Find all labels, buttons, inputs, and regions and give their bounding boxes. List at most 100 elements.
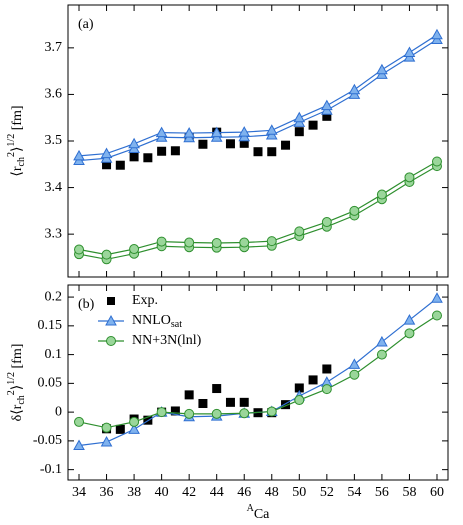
y-tick-label: 0.1 xyxy=(45,347,63,362)
marker xyxy=(376,335,388,347)
legend-marker xyxy=(107,297,115,305)
panel-label: (a) xyxy=(78,17,94,32)
marker xyxy=(225,139,235,149)
legend-marker xyxy=(106,336,116,346)
y-label-part: [fm] xyxy=(10,105,25,133)
marker xyxy=(239,397,249,407)
marker xyxy=(129,152,139,162)
marker xyxy=(308,375,318,385)
y-axis-label: δ⟨rch2⟩1/2 [fm] xyxy=(6,344,27,422)
legend-label-part: NN+3N(lnl) xyxy=(132,333,202,348)
x-tick-label: 60 xyxy=(430,485,444,500)
y-label-part: 1/2 xyxy=(6,134,17,147)
marker xyxy=(157,146,167,156)
x-label-part: A xyxy=(247,503,255,514)
y-tick-label: -0.05 xyxy=(33,433,62,448)
marker xyxy=(376,63,388,75)
x-tick-label: 44 xyxy=(210,485,224,500)
y-tick-label: 0.15 xyxy=(38,318,63,333)
marker xyxy=(431,292,443,303)
marker xyxy=(403,46,416,58)
y-tick-label: 3.6 xyxy=(45,87,63,102)
marker xyxy=(143,153,153,163)
y-label-part: [fm] xyxy=(10,344,25,372)
marker xyxy=(101,249,112,260)
marker xyxy=(128,137,140,149)
marker xyxy=(266,406,277,417)
marker xyxy=(100,436,113,447)
y-label-part: 2 xyxy=(6,152,17,157)
marker xyxy=(322,364,332,374)
marker xyxy=(253,147,263,157)
marker xyxy=(376,349,387,360)
marker xyxy=(349,369,360,380)
marker xyxy=(198,139,208,149)
legend-label: NNLOsat xyxy=(132,313,182,330)
marker xyxy=(294,395,305,406)
marker xyxy=(376,189,387,200)
y-label-part: 2 xyxy=(6,390,17,395)
marker xyxy=(184,390,194,400)
marker xyxy=(129,416,140,427)
marker xyxy=(184,408,195,419)
y-label-part: 1/2 xyxy=(6,372,17,385)
marker xyxy=(239,408,250,419)
marker xyxy=(321,217,332,228)
x-tick-label: 50 xyxy=(292,485,306,500)
y-tick-label: 0.05 xyxy=(38,376,63,391)
x-tick-label: 54 xyxy=(347,485,361,500)
marker xyxy=(431,156,442,167)
marker xyxy=(211,238,222,248)
marker xyxy=(101,422,112,433)
y-tick-label: 3.7 xyxy=(45,40,63,55)
y-axis-label: ⟨rch2⟩1/2 [fm] xyxy=(6,105,27,176)
marker xyxy=(73,149,85,161)
marker xyxy=(155,126,168,138)
plot-frame xyxy=(67,4,449,278)
x-tick-label: 46 xyxy=(237,485,251,500)
marker xyxy=(349,205,360,216)
y-tick-label: 3.5 xyxy=(45,133,63,148)
marker xyxy=(403,314,416,325)
plot-frame xyxy=(67,284,449,481)
x-tick-label: 48 xyxy=(265,485,279,500)
marker xyxy=(184,237,195,248)
y-label-part: ⟩ xyxy=(10,147,25,152)
marker xyxy=(431,28,443,40)
marker xyxy=(210,126,223,138)
marker xyxy=(265,124,278,135)
marker xyxy=(293,111,306,123)
legend-marker xyxy=(105,314,117,326)
x-tick-label: 40 xyxy=(155,485,169,500)
marker xyxy=(225,397,235,407)
series-line xyxy=(78,160,438,256)
marker xyxy=(239,237,250,248)
marker xyxy=(321,384,332,395)
marker xyxy=(73,439,85,450)
marker xyxy=(267,147,277,157)
marker xyxy=(212,384,222,394)
marker xyxy=(320,99,333,111)
y-label-part: ch xyxy=(16,157,27,166)
marker xyxy=(115,160,125,170)
marker xyxy=(348,358,361,369)
legend-label: Exp. xyxy=(132,293,158,308)
marker xyxy=(129,244,140,255)
panel-label: (b) xyxy=(78,297,95,312)
x-tick-label: 58 xyxy=(402,485,416,500)
legend-label: NN+3N(lnl) xyxy=(132,333,202,348)
x-tick-label: 34 xyxy=(72,485,86,500)
marker xyxy=(266,236,277,247)
legend-label-part: NNLO xyxy=(132,313,171,328)
y-label-part: ⟩ xyxy=(10,385,25,390)
marker xyxy=(128,423,140,434)
marker xyxy=(348,83,361,95)
marker xyxy=(183,127,196,138)
marker xyxy=(211,408,222,419)
y-label-part: ⟨r xyxy=(10,166,25,176)
y-tick-label: 3.4 xyxy=(45,180,63,195)
marker xyxy=(156,407,167,418)
marker xyxy=(115,424,125,434)
x-label-part: Ca xyxy=(254,507,270,522)
